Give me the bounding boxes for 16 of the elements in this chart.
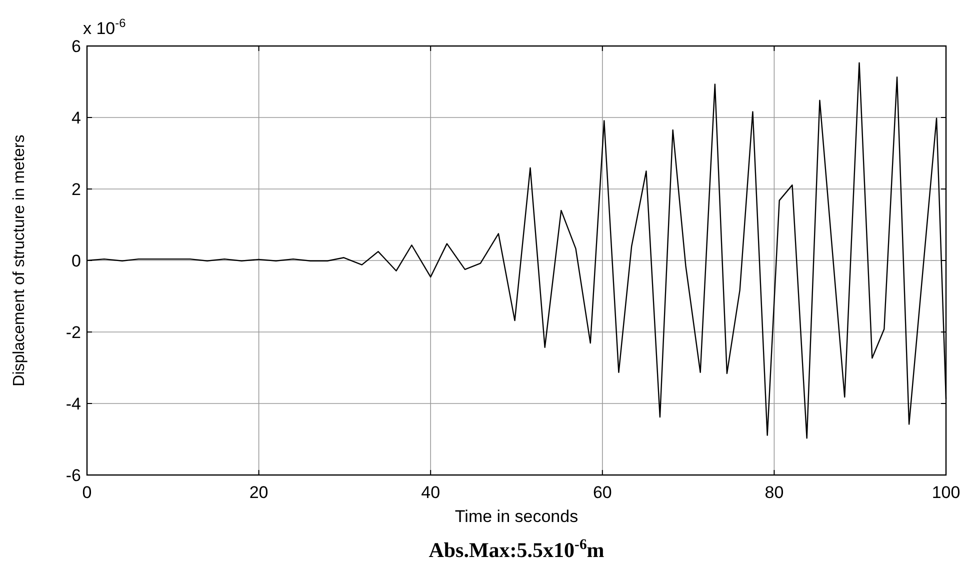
y-axis-title: Displacement of structure in meters [11,134,28,386]
y-tick-label: -4 [66,394,81,414]
text: Abs.Max:5.5x10$^{-6}$m [428,537,605,562]
y-tick-label: -2 [66,323,81,342]
x-tick-label: 100 [932,483,960,502]
y-tick-label: 4 [72,108,81,128]
x-tick-label: 60 [592,483,612,502]
x-axis-title: Time in seconds [454,507,578,526]
x-tick-label: 80 [764,483,784,502]
y-tick-label: 2 [72,180,81,199]
y-tick-label: 6 [72,37,81,56]
x-tick-label: 40 [421,483,440,502]
x-tick-label: 20 [249,483,268,502]
y-tick-label: 0 [72,252,81,270]
y-tick-label: -6 [66,466,81,485]
text: x 10$^{-6}$ [83,16,126,38]
